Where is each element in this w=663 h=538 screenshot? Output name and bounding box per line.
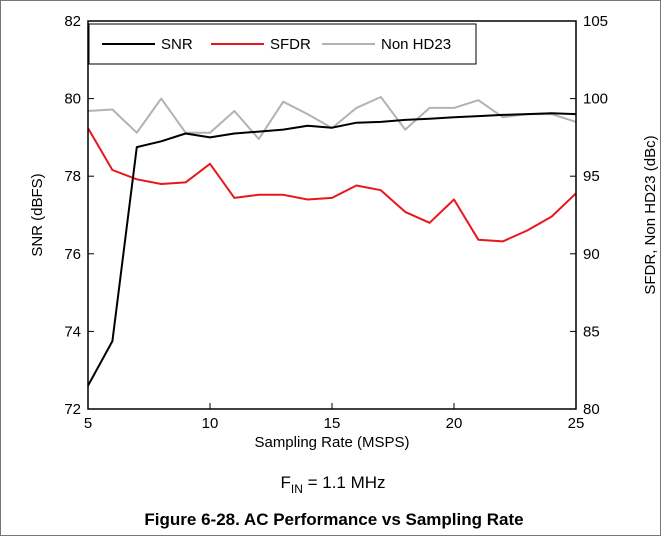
y2-tick-label: 95 xyxy=(583,168,600,185)
y-tick-label: 78 xyxy=(64,168,81,185)
condition-base: F xyxy=(280,473,290,492)
y2-tick-label: 105 xyxy=(583,13,608,30)
series-line-snr xyxy=(87,112,577,387)
condition-value: = 1.1 MHz xyxy=(303,473,386,492)
x-axis-label: Sampling Rate (MSPS) xyxy=(254,434,409,451)
legend-label-snr: SNR xyxy=(161,36,193,53)
x-tick-label: 10 xyxy=(202,415,219,432)
x-tick-label: 5 xyxy=(84,415,92,432)
figure-caption: Figure 6-28. AC Performance vs Sampling … xyxy=(144,510,523,529)
condition-subscript: IN xyxy=(291,482,303,496)
x-tick-label: 15 xyxy=(324,415,341,432)
legend: SNR SFDR Non HD23 xyxy=(88,23,477,65)
series-line-sfdr xyxy=(87,127,577,243)
y2-tick-label: 80 xyxy=(583,401,600,418)
y2-tick-label: 85 xyxy=(583,323,600,340)
y-tick-label: 74 xyxy=(64,323,81,340)
series-line-non-hd23 xyxy=(87,96,577,140)
condition-label: FIN = 1.1 MHz xyxy=(280,473,385,496)
y-tick-label: 82 xyxy=(64,13,81,30)
legend-label-sfdr: SFDR xyxy=(270,36,311,53)
y-tick-label: 72 xyxy=(64,401,81,418)
x-tick-label: 25 xyxy=(568,415,585,432)
y2-tick-label: 100 xyxy=(583,91,608,108)
y2-tick-label: 90 xyxy=(583,246,600,263)
x-tick-label: 20 xyxy=(446,415,463,432)
y-axis-label: SNR (dBFS) xyxy=(29,173,46,256)
y-tick-label: 80 xyxy=(64,91,81,108)
plot-area xyxy=(87,20,577,410)
y2-axis-label: SFDR, Non HD23 (dBc) xyxy=(642,135,659,294)
legend-label-non-hd23: Non HD23 xyxy=(381,36,451,53)
y-tick-label: 76 xyxy=(64,246,81,263)
